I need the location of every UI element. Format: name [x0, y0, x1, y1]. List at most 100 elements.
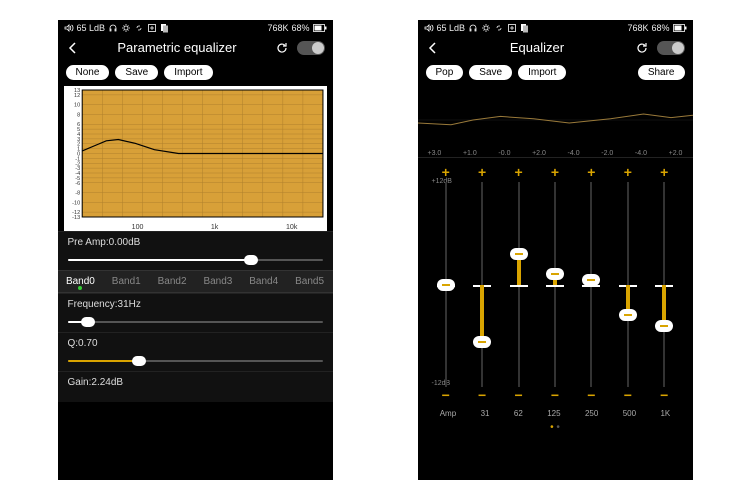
- freq-section: Frequency:31Hz: [58, 293, 333, 332]
- page-dots[interactable]: • •: [418, 420, 693, 435]
- band-slider-250[interactable]: +−: [581, 164, 601, 405]
- sun-icon: [481, 23, 491, 33]
- scale-value: -2.0: [601, 150, 613, 157]
- svg-text:1k: 1k: [210, 224, 218, 231]
- band-sliders: +12dB -12dB +−+−+−+−+−+−+−: [418, 157, 693, 407]
- scale-value: -4.0: [635, 150, 647, 157]
- plus-icon[interactable]: +: [478, 164, 486, 182]
- save-button[interactable]: Save: [115, 65, 158, 80]
- svg-text:12: 12: [74, 93, 80, 99]
- tab-band2[interactable]: Band2: [149, 271, 195, 292]
- tab-band5[interactable]: Band5: [287, 271, 333, 292]
- plus-icon[interactable]: +: [624, 164, 632, 182]
- svg-text:100: 100: [131, 224, 143, 231]
- import-button[interactable]: Import: [164, 65, 212, 80]
- scale-value: -0.0: [498, 150, 510, 157]
- title-bar: Equalizer: [418, 36, 693, 59]
- gain-section: Gain:2.24dB: [58, 371, 333, 402]
- minus-icon[interactable]: −: [514, 387, 522, 405]
- scale-row: +3.0+1.0-0.0+2.0-4.0-2.0-4.0+2.0: [418, 150, 693, 157]
- q-label: Q:0.70: [68, 338, 323, 349]
- band-tabs: Band0Band1Band2Band3Band4Band5: [58, 270, 333, 293]
- svg-text:-13: -13: [72, 215, 80, 221]
- plus-icon[interactable]: +: [660, 164, 668, 182]
- freq-slider[interactable]: [68, 321, 323, 323]
- freq-label: Frequency:31Hz: [68, 299, 323, 310]
- eq-toggle[interactable]: [657, 41, 685, 55]
- preamp-label: Pre Amp:0.00dB: [68, 237, 323, 248]
- preset-pop-button[interactable]: Pop: [426, 65, 464, 80]
- svg-text:-6: -6: [75, 181, 80, 187]
- tab-band4[interactable]: Band4: [241, 271, 287, 292]
- tab-band3[interactable]: Band3: [195, 271, 241, 292]
- graphic-eq-screen: 65 LdB 768K 68% Equalizer Pop Save Impor…: [418, 20, 693, 480]
- freq-label: 500: [623, 409, 636, 418]
- page-title: Equalizer: [448, 40, 627, 55]
- tab-band1[interactable]: Band1: [103, 271, 149, 292]
- pill-row: None Save Import: [58, 59, 333, 86]
- svg-text:-8: -8: [75, 191, 80, 197]
- scale-value: +1.0: [463, 150, 477, 157]
- minus-icon[interactable]: −: [624, 387, 632, 405]
- eq-graph: 13121086543210-1-2-3-4-5-6-8-10-12-13100…: [64, 86, 327, 231]
- response-curve: [418, 90, 693, 150]
- freq-labels: Amp 31621252505001K: [418, 407, 693, 420]
- volume-icon: [64, 23, 74, 33]
- mem-label: 768K: [627, 23, 648, 33]
- battery-icon: [313, 24, 327, 32]
- parametric-eq-screen: 65 LdB 768K 68% Parametric equalizer Non…: [58, 20, 333, 480]
- scale-value: -4.0: [568, 150, 580, 157]
- amp-slider[interactable]: +−: [436, 164, 456, 405]
- q-slider[interactable]: [68, 360, 323, 362]
- refresh-icon[interactable]: [275, 41, 289, 55]
- band-slider-500[interactable]: +−: [618, 164, 638, 405]
- band-slider-62[interactable]: +−: [509, 164, 529, 405]
- plus-icon[interactable]: +: [551, 164, 559, 182]
- volume-label: 65 LdB: [77, 23, 106, 33]
- headphone-icon: [108, 23, 118, 33]
- amp-label: Amp: [440, 409, 456, 418]
- freq-label: 62: [514, 409, 523, 418]
- minus-icon[interactable]: −: [478, 387, 486, 405]
- plus-icon[interactable]: +: [587, 164, 595, 182]
- headphone-icon: [468, 23, 478, 33]
- eq-toggle[interactable]: [297, 41, 325, 55]
- band-slider-125[interactable]: +−: [545, 164, 565, 405]
- back-icon[interactable]: [426, 41, 440, 55]
- battery-label: 68%: [651, 23, 669, 33]
- import-button[interactable]: Import: [518, 65, 566, 80]
- band-slider-31[interactable]: +−: [472, 164, 492, 405]
- title-bar: Parametric equalizer: [58, 36, 333, 59]
- back-icon[interactable]: [66, 41, 80, 55]
- svg-text:8: 8: [77, 112, 80, 118]
- minus-icon[interactable]: −: [660, 387, 668, 405]
- q-section: Q:0.70: [58, 332, 333, 371]
- preset-none-button[interactable]: None: [66, 65, 110, 80]
- pill-row: Pop Save Import Share: [418, 59, 693, 86]
- minus-icon[interactable]: −: [442, 387, 450, 405]
- refresh-icon[interactable]: [635, 41, 649, 55]
- volume-icon: [424, 23, 434, 33]
- minus-icon[interactable]: −: [587, 387, 595, 405]
- save-button[interactable]: Save: [469, 65, 512, 80]
- scale-value: +2.0: [669, 150, 683, 157]
- tab-band0[interactable]: Band0: [58, 271, 104, 292]
- doc-icon: [160, 23, 169, 33]
- share-button[interactable]: Share: [638, 65, 685, 80]
- plus-icon[interactable]: +: [442, 164, 450, 182]
- preamp-section: Pre Amp:0.00dB: [58, 231, 333, 270]
- status-bar: 65 LdB 768K 68%: [58, 20, 333, 36]
- mem-label: 768K: [267, 23, 288, 33]
- preamp-slider[interactable]: [68, 259, 323, 261]
- battery-icon: [673, 24, 687, 32]
- minus-icon[interactable]: −: [551, 387, 559, 405]
- plus-icon[interactable]: +: [514, 164, 522, 182]
- freq-label: 1K: [660, 409, 670, 418]
- page-title: Parametric equalizer: [88, 40, 267, 55]
- band-slider-1K[interactable]: +−: [654, 164, 674, 405]
- scale-value: +3.0: [428, 150, 442, 157]
- freq-label: 31: [481, 409, 490, 418]
- freq-label: 125: [547, 409, 560, 418]
- svg-text:-10: -10: [72, 200, 80, 206]
- add-box-icon: [507, 23, 517, 33]
